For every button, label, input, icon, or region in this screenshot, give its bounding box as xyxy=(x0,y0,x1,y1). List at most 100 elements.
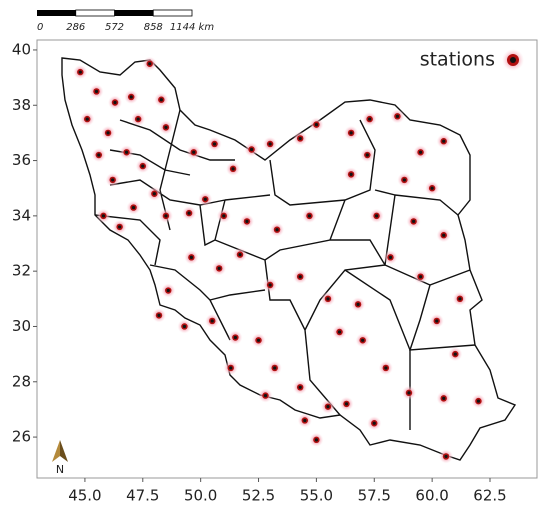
station xyxy=(151,308,166,323)
dot-core xyxy=(298,275,302,279)
station xyxy=(126,200,141,215)
dot-core xyxy=(210,319,214,323)
dot-core xyxy=(349,131,353,135)
dot-core xyxy=(418,275,423,279)
north-arrow-right xyxy=(60,440,68,462)
dot-core xyxy=(314,438,318,442)
dot-core xyxy=(152,192,156,196)
north-label: N xyxy=(56,463,64,476)
station xyxy=(177,319,192,334)
dot-core xyxy=(442,396,446,400)
station xyxy=(293,269,308,284)
x-tick-label: 52.5 xyxy=(242,487,275,505)
station xyxy=(448,347,463,362)
station xyxy=(158,208,173,223)
dot-core xyxy=(97,153,101,157)
station xyxy=(124,89,139,104)
station xyxy=(339,396,354,411)
station xyxy=(270,222,285,237)
station xyxy=(263,277,278,292)
station xyxy=(226,161,241,176)
y-tick-label: 32 xyxy=(12,262,31,280)
y-tick-label: 26 xyxy=(12,428,31,446)
y-tick-label: 38 xyxy=(12,96,31,114)
station xyxy=(101,125,116,140)
dot-core xyxy=(113,100,117,105)
dot-core xyxy=(384,366,388,370)
y-tick-label: 30 xyxy=(12,317,31,335)
station xyxy=(108,95,123,110)
station xyxy=(228,330,243,345)
dot-core xyxy=(101,214,106,218)
station xyxy=(413,269,428,284)
station xyxy=(267,360,282,375)
dot-core xyxy=(444,454,448,459)
dot-core xyxy=(187,211,191,215)
station xyxy=(355,333,370,348)
station xyxy=(263,136,278,151)
station xyxy=(309,117,324,132)
station xyxy=(436,228,451,243)
dot-core xyxy=(106,131,110,135)
station xyxy=(89,84,104,99)
dot-core xyxy=(273,366,277,370)
station xyxy=(439,449,454,464)
dot-core xyxy=(222,214,226,218)
dot-core xyxy=(118,225,122,229)
station xyxy=(131,112,146,127)
y-tick-label: 28 xyxy=(12,372,31,390)
dot-core xyxy=(148,62,152,66)
station xyxy=(401,385,416,400)
dot-core xyxy=(78,70,82,74)
dot-core xyxy=(85,117,89,121)
x-tick-label: 57.5 xyxy=(358,487,391,505)
station xyxy=(471,394,486,409)
legend-marker xyxy=(502,49,524,71)
station xyxy=(452,291,467,306)
dot-core xyxy=(238,252,242,257)
dot-core xyxy=(124,150,129,154)
dot-core xyxy=(402,178,406,182)
station xyxy=(198,192,213,207)
station xyxy=(154,92,169,107)
dot-core xyxy=(430,186,434,190)
station xyxy=(351,297,366,312)
x-tick-label: 60.0 xyxy=(415,487,448,505)
station xyxy=(293,131,308,146)
y-tick-label: 34 xyxy=(12,206,31,224)
station xyxy=(212,261,227,276)
dot-core xyxy=(435,319,439,323)
station xyxy=(112,219,127,234)
station xyxy=(258,388,273,403)
dot-core xyxy=(189,255,193,259)
station xyxy=(216,208,231,223)
dot-core xyxy=(412,219,416,223)
scale-label: 1144 km xyxy=(170,22,214,33)
dot-core xyxy=(407,391,411,395)
dot-core xyxy=(337,330,342,334)
dot-core xyxy=(141,164,145,168)
station xyxy=(207,136,222,151)
station xyxy=(293,380,308,395)
dot-core xyxy=(166,288,170,293)
dot-core xyxy=(374,214,379,218)
station xyxy=(367,416,382,431)
dot-core xyxy=(159,98,163,102)
dot-core xyxy=(476,399,481,403)
dot-core xyxy=(249,147,254,152)
dot-core xyxy=(229,366,233,370)
station xyxy=(362,112,377,127)
scale-segment xyxy=(114,10,154,16)
scale-segment xyxy=(37,10,76,16)
dot-core xyxy=(256,338,261,342)
dot-core xyxy=(268,283,272,287)
scale-label: 286 xyxy=(66,22,85,33)
station xyxy=(147,186,162,201)
station xyxy=(161,283,176,298)
dot-core xyxy=(298,136,302,141)
station xyxy=(425,181,440,196)
station xyxy=(378,360,393,375)
dot-core xyxy=(192,150,196,154)
y-tick-label: 40 xyxy=(12,40,31,58)
